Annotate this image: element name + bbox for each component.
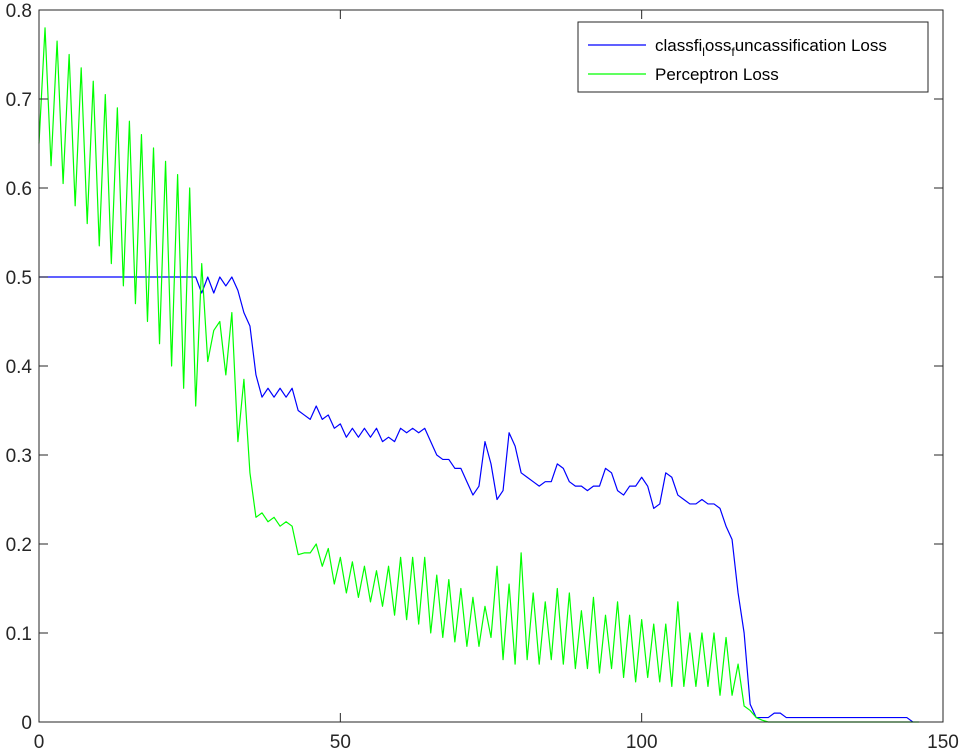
y-tick-label: 0.6: [6, 179, 32, 200]
legend-label-perceptron-loss: Perceptron Loss: [655, 65, 779, 84]
x-tick-label: 0: [34, 732, 45, 753]
legend-box: [577, 21, 929, 93]
series-line-classification-loss: [39, 276, 914, 723]
y-tick-label: 0.2: [6, 535, 32, 556]
y-tick-label: 0.5: [6, 268, 32, 289]
x-tick-label: 100: [626, 732, 658, 753]
tick-layer: 0 50 100 150 0 0.1 0.2 0.3 0.4 0.5 0.6 0.7 0.8: [6, 1, 959, 753]
legend-label-sub-1: l: [702, 45, 705, 59]
y-tick-label: 0.8: [6, 1, 32, 22]
y-tick-label: 0.1: [6, 624, 32, 645]
y-tick-label: 0.3: [6, 446, 32, 467]
legend-label-part-3: uncassification Loss: [735, 36, 887, 55]
legend-label-part-2: oss: [705, 36, 731, 55]
legend-label-part-1: classfi: [655, 36, 702, 55]
x-tick-label: 150: [927, 732, 959, 753]
legend-label-sub-2: f: [731, 45, 735, 59]
legend: classfilossfuncassification Loss Percept…: [577, 21, 929, 93]
x-tick-label: 50: [330, 732, 351, 753]
y-tick-label: 0: [21, 713, 32, 734]
y-tick-label: 0.4: [6, 357, 33, 378]
legend-label-classification-loss: classfilossfuncassification Loss: [655, 36, 887, 59]
y-tick-label: 0.7: [6, 90, 32, 111]
